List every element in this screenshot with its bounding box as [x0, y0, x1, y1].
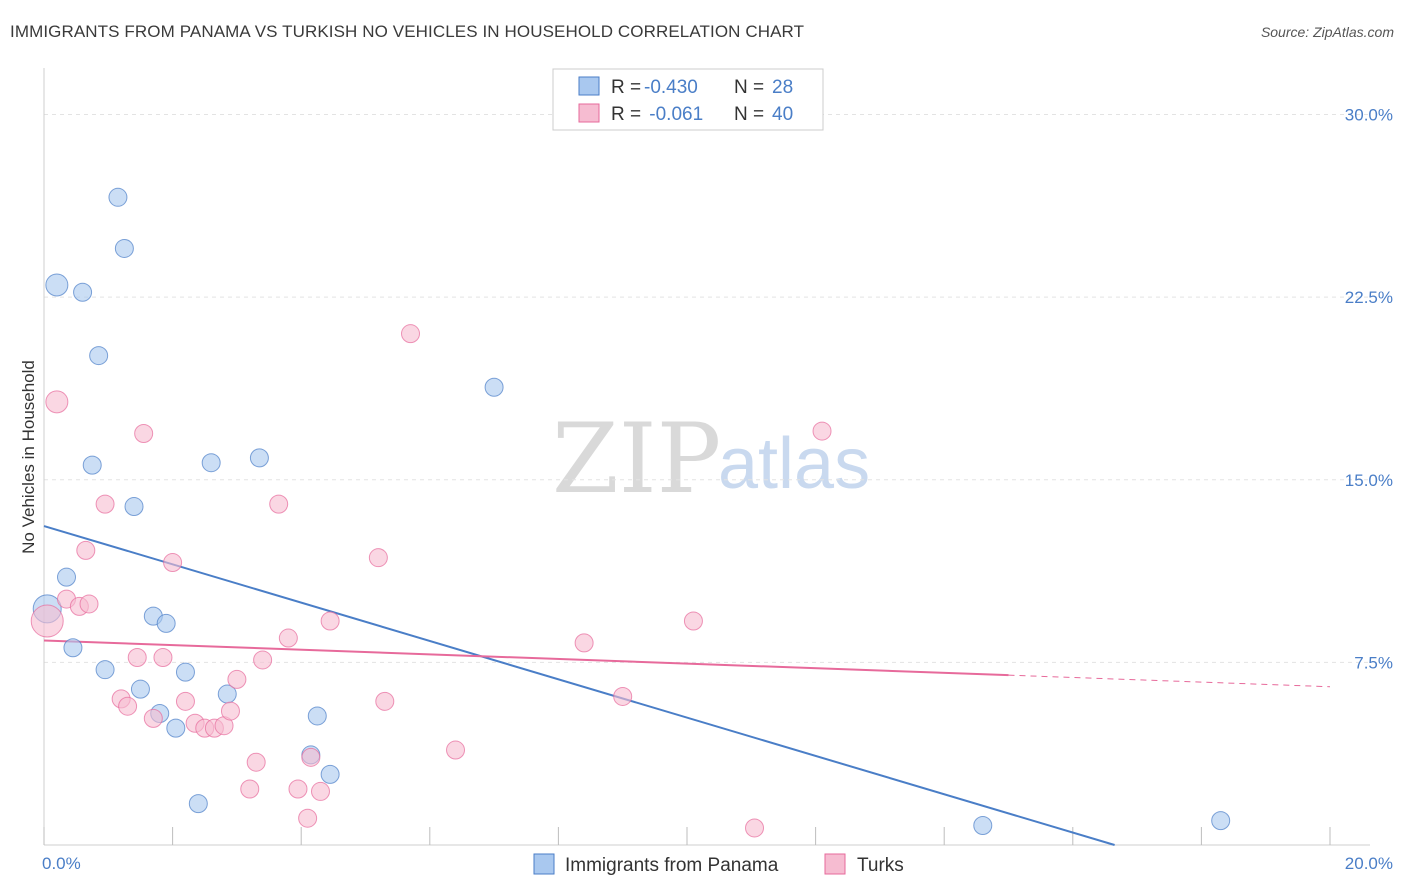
- turks-point: [368, 548, 388, 568]
- turks-point: [745, 818, 765, 838]
- panama-point: [130, 679, 150, 699]
- series-legend-swatch-turks: [824, 853, 846, 875]
- series-legend-label-panama: Immigrants from Panama: [565, 855, 779, 876]
- turks-point: [574, 633, 594, 653]
- panama-point: [188, 794, 208, 814]
- turks-point: [246, 752, 266, 772]
- source-credit: Source: ZipAtlas.com: [1260, 24, 1394, 40]
- panama-trendline: [43, 525, 1115, 846]
- turks-point: [45, 390, 69, 414]
- panama-point: [484, 377, 504, 397]
- turks-point: [320, 611, 340, 631]
- panama-point: [156, 613, 176, 633]
- panama-point: [114, 238, 134, 258]
- x-tick-label: 0.0%: [42, 854, 81, 873]
- panama-point: [45, 273, 69, 297]
- panama-point: [201, 453, 221, 473]
- panama-point: [973, 816, 993, 836]
- panama-point: [63, 638, 83, 658]
- turks-point: [153, 648, 173, 668]
- gridlines: [44, 114, 1370, 663]
- panama-point: [57, 567, 77, 587]
- turks-point: [127, 648, 147, 668]
- watermark: ZIP atlas: [552, 403, 870, 515]
- turks-point: [298, 808, 318, 828]
- turks-point: [812, 421, 832, 441]
- watermark-atlas: atlas: [718, 424, 870, 504]
- legend-n-value: 40: [772, 104, 793, 125]
- legend-r-value: -0.061: [644, 104, 703, 125]
- panama-point: [307, 706, 327, 726]
- turks-point: [613, 686, 633, 706]
- panama-point: [320, 764, 340, 784]
- legend-swatch-turks: [578, 103, 600, 123]
- y-tick-label: 15.0%: [1345, 471, 1393, 490]
- turks-point: [79, 594, 99, 614]
- watermark-zip: ZIP: [552, 403, 721, 515]
- turks-point: [301, 747, 321, 767]
- turks-point: [227, 669, 247, 689]
- x-tick-label: 20.0%: [1345, 854, 1393, 873]
- panama-point: [249, 448, 269, 468]
- turks-trendline: [43, 639, 1009, 677]
- turks-point: [143, 708, 163, 728]
- turks-point: [30, 604, 64, 638]
- series-legend: Immigrants from Panama Turks: [533, 853, 904, 876]
- turks-point: [310, 781, 330, 801]
- turks-point: [240, 779, 260, 799]
- turks-point: [220, 701, 240, 721]
- panama-point: [82, 455, 102, 475]
- panama-point: [89, 346, 109, 366]
- legend-n-label: N =: [734, 77, 764, 98]
- turks-point: [253, 650, 273, 670]
- legend-n-value: 28: [772, 77, 793, 98]
- turks-point: [76, 540, 96, 560]
- chart-title: IMMIGRANTS FROM PANAMA VS TURKISH NO VEH…: [10, 22, 805, 41]
- panama-point: [175, 662, 195, 682]
- y-tick-label: 7.5%: [1354, 653, 1393, 672]
- panama-point: [95, 660, 115, 680]
- panama-point: [166, 718, 186, 738]
- turks-point: [401, 324, 421, 344]
- turks-point: [134, 423, 154, 443]
- turks-point: [269, 494, 289, 514]
- legend-n-label: N =: [734, 104, 764, 125]
- y-tick-label: 22.5%: [1345, 288, 1393, 307]
- tick-labels: 7.5% 15.0% 22.5% 30.0% 0.0% 20.0%: [42, 106, 1393, 873]
- y-tick-label: 30.0%: [1345, 106, 1393, 125]
- data-points: [30, 187, 1231, 838]
- panama-point: [124, 497, 144, 517]
- trendlines: [43, 525, 1331, 846]
- turks-point: [163, 553, 183, 573]
- turks-point: [683, 611, 703, 631]
- panama-point: [1211, 811, 1231, 831]
- panama-point: [108, 187, 128, 207]
- turks-point: [288, 779, 308, 799]
- legend-r-label: R =: [611, 104, 641, 125]
- legend-swatch-panama: [578, 76, 600, 96]
- turks-trendline-extension: [1008, 674, 1331, 688]
- legend-r-label: R =: [611, 77, 641, 98]
- legend-r-value: -0.430: [644, 77, 698, 98]
- axes: [43, 68, 1370, 846]
- turks-point: [375, 691, 395, 711]
- turks-point: [446, 740, 466, 760]
- turks-point: [118, 696, 138, 716]
- turks-point: [278, 628, 298, 648]
- turks-point: [175, 691, 195, 711]
- correlation-legend: R = -0.430 N = 28 R = -0.061 N = 40: [552, 68, 824, 131]
- turks-point: [95, 494, 115, 514]
- series-legend-swatch-panama: [533, 853, 555, 875]
- panama-point: [73, 282, 93, 302]
- y-axis-label: No Vehicles in Household: [19, 360, 38, 554]
- series-legend-label-turks: Turks: [857, 855, 904, 876]
